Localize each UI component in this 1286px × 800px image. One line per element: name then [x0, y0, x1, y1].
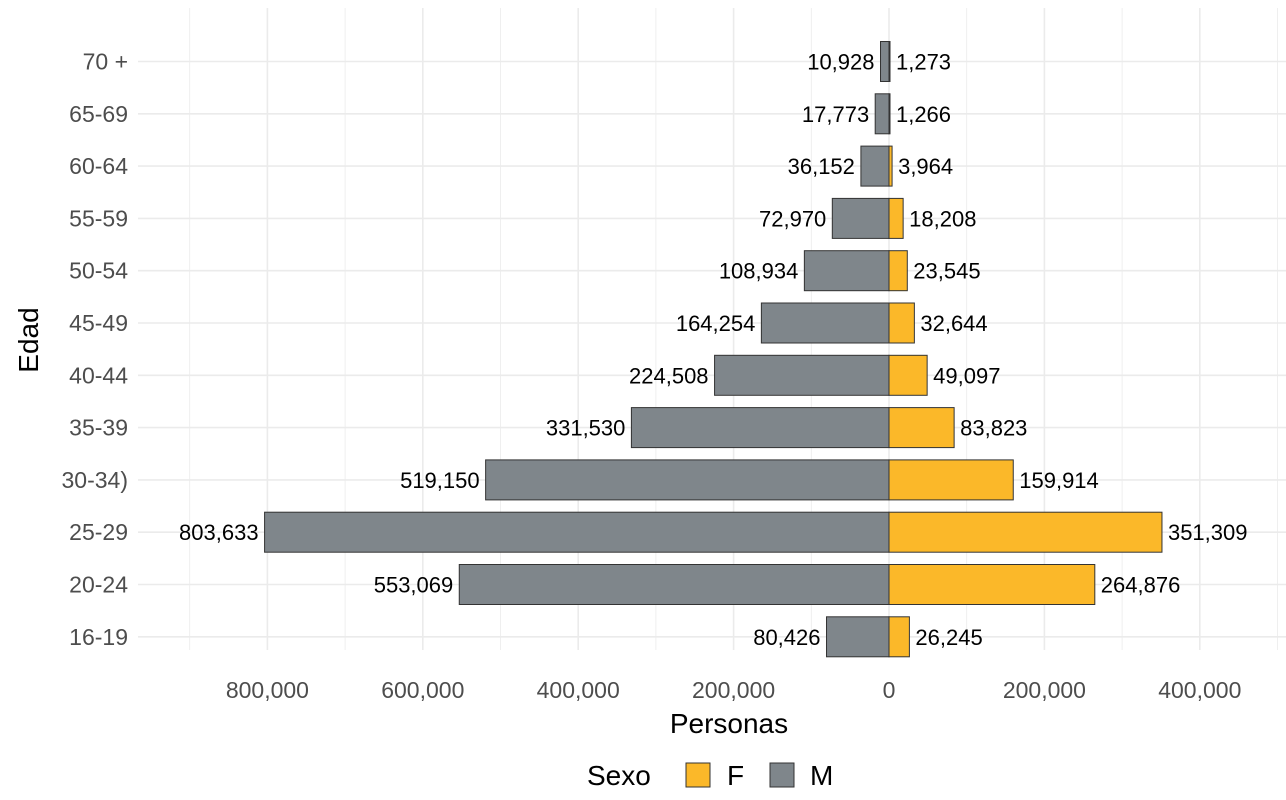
- data-label-f: 3,964: [898, 154, 953, 179]
- data-label-f: 1,266: [896, 102, 951, 127]
- data-label-m: 36,152: [788, 154, 855, 179]
- data-label-m: 803,633: [179, 520, 259, 545]
- x-tick-labels: 800,000 600,000 400,000 200,000 0 200,000 400,…: [226, 677, 1242, 703]
- data-label-m: 72,970: [759, 206, 826, 231]
- x-tick-label: 800,000: [226, 677, 309, 703]
- bar-m-65-69: [874, 93, 890, 135]
- bar-f-45-49: [888, 302, 915, 344]
- bar-m-25-29: [264, 511, 890, 553]
- bar-f-25-29: [888, 511, 1163, 553]
- bar-f-55-59: [888, 197, 904, 239]
- data-label-f: 49,097: [933, 363, 1000, 388]
- data-label-m: 331,530: [546, 416, 626, 441]
- x-tick-label: 0: [883, 677, 896, 703]
- data-label-m: 553,069: [374, 573, 454, 598]
- data-label-f: 83,823: [960, 416, 1027, 441]
- y-tick-labels: 16-19 20-24 25-29 30-34) 35-39 40-44 45-49 50-5…: [62, 49, 129, 650]
- bar-m-40-44: [714, 354, 890, 396]
- y-tick-label: 65-69: [69, 101, 128, 127]
- bars: [264, 41, 1163, 658]
- data-label-m: 224,508: [629, 363, 709, 388]
- y-tick-label: 40-44: [69, 362, 128, 388]
- y-tick-label: 35-39: [69, 415, 128, 441]
- y-tick-label: 16-19: [69, 624, 128, 650]
- y-tick-label: 55-59: [69, 205, 128, 231]
- x-tick-label: 400,000: [1158, 677, 1241, 703]
- y-tick-label: 60-64: [69, 153, 128, 179]
- legend-title: Sexo: [587, 760, 651, 791]
- data-label-f: 26,245: [915, 625, 982, 650]
- bar-m-50-54: [803, 250, 890, 292]
- data-label-f: 23,545: [913, 259, 980, 284]
- data-label-m: 17,773: [802, 102, 869, 127]
- data-label-f: 351,309: [1168, 520, 1248, 545]
- x-tick-label: 600,000: [381, 677, 464, 703]
- bar-f-30-34-: [888, 459, 1014, 501]
- x-tick-label: 400,000: [537, 677, 620, 703]
- bar-f-35-39: [888, 407, 955, 449]
- data-label-m: 108,934: [719, 259, 799, 284]
- legend-label-f: F: [727, 760, 744, 791]
- data-label-f: 32,644: [920, 311, 987, 336]
- y-tick-label: 20-24: [69, 572, 128, 598]
- data-labels: 26,245 264,876 351,309 159,914 83,823 49,097 3…: [179, 50, 1247, 650]
- x-tick-label: 200,000: [692, 677, 775, 703]
- data-label-m: 519,150: [400, 468, 480, 493]
- bar-m-35-39: [630, 407, 890, 449]
- bar-f-50-54: [888, 250, 908, 292]
- data-label-m: 10,928: [807, 50, 874, 75]
- bar-f-16-19: [888, 616, 910, 658]
- data-label-f: 159,914: [1019, 468, 1099, 493]
- bar-m-60-64: [860, 145, 890, 187]
- y-tick-label: 45-49: [69, 310, 128, 336]
- y-axis-title: Edad: [13, 307, 44, 372]
- legend: Sexo F M: [587, 760, 833, 791]
- bar-m-30-34-: [485, 459, 890, 501]
- data-label-f: 1,273: [896, 50, 951, 75]
- data-label-m: 164,254: [676, 311, 756, 336]
- data-label-f: 18,208: [909, 206, 976, 231]
- y-tick-label: 30-34): [62, 467, 128, 493]
- bar-m-16-19: [826, 616, 890, 658]
- y-tick-label: 50-54: [69, 258, 128, 284]
- legend-swatch-m: [769, 762, 795, 788]
- y-tick-label: 70 +: [83, 49, 128, 75]
- x-axis-title: Personas: [670, 708, 788, 739]
- bar-f-40-44: [888, 354, 928, 396]
- bar-f-20-24: [888, 564, 1096, 605]
- bar-m-45-49: [760, 302, 890, 344]
- bar-m-20-24: [458, 564, 890, 605]
- bar-m-55-59: [831, 197, 890, 239]
- data-label-m: 80,426: [753, 625, 820, 650]
- legend-swatch-f: [685, 762, 711, 788]
- y-tick-label: 25-29: [69, 519, 128, 545]
- data-label-f: 264,876: [1101, 573, 1181, 598]
- bar-m-70-: [880, 41, 890, 82]
- x-tick-label: 200,000: [1003, 677, 1086, 703]
- legend-label-m: M: [810, 760, 833, 791]
